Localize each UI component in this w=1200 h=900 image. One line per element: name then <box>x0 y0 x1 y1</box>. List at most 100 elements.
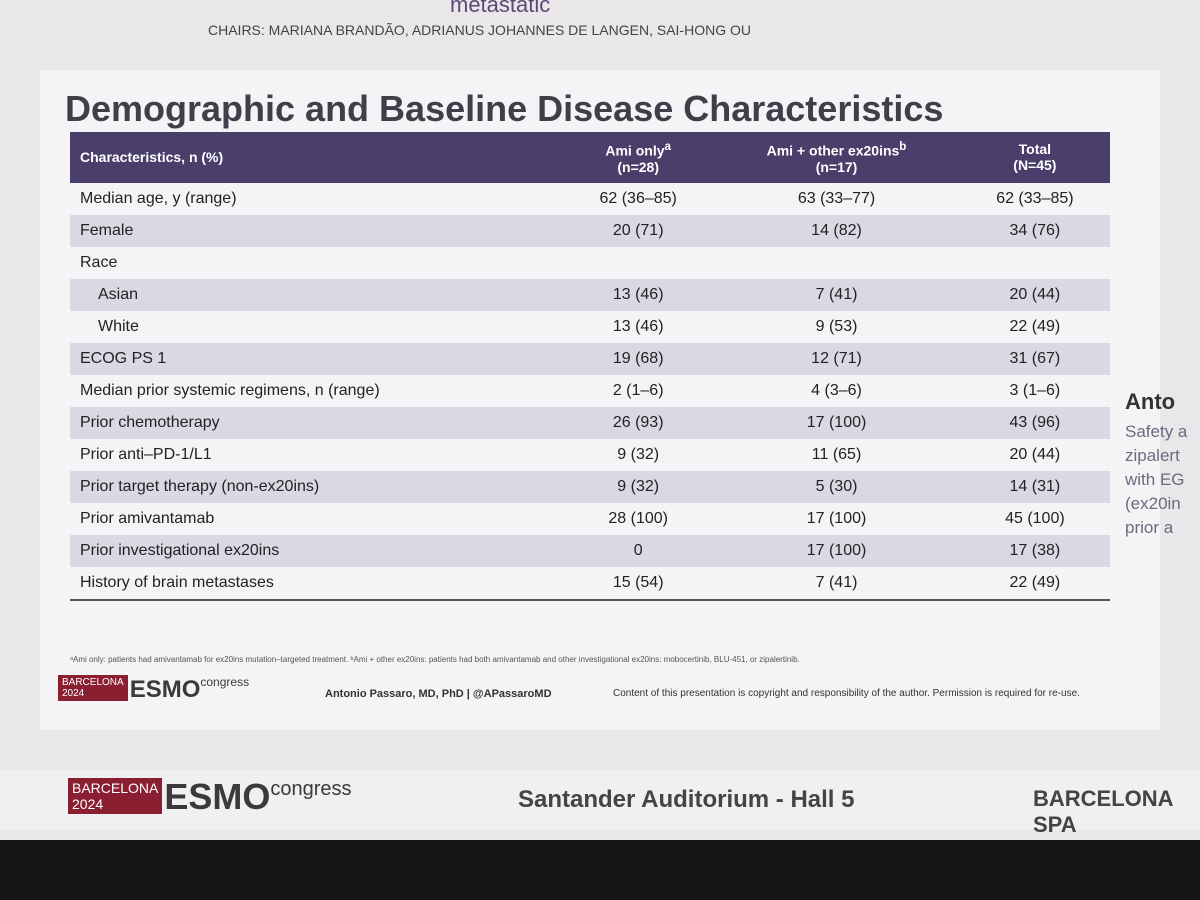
side-panel: Anto Safety a zipalert with EG (ex20in prior … <box>1125 390 1200 540</box>
logo-city: BARCELONA 2024 <box>68 778 163 814</box>
row-label: Prior target therapy (non-ex20ins) <box>70 470 564 503</box>
row-label: Female <box>70 214 564 247</box>
side-line: zipalert <box>1125 446 1180 465</box>
cell: 7 (41) <box>713 566 960 601</box>
row-label: Prior chemotherapy <box>70 406 564 439</box>
logo-brand: ESMO <box>129 676 201 703</box>
cell: 20 (71) <box>563 214 714 247</box>
table-row: Prior target therapy (non-ex20ins) 9 (32)… <box>70 470 1110 503</box>
cell: 17 (100) <box>713 534 960 567</box>
table: Characteristics, n (%) Ami onlya (n=28) Ami… <box>70 132 1110 601</box>
year: 2024 <box>62 688 85 699</box>
row-label: Prior investigational ex20ins <box>70 534 564 567</box>
screen: metastatic CHAIRS: MARIANA BRANDÃO, ADRI… <box>0 0 1200 840</box>
column-header: Ami + other ex20insb (n=17) <box>713 132 960 183</box>
row-label: Median prior systemic regimens, n (range… <box>80 381 380 399</box>
cell: 26 (93) <box>563 406 714 439</box>
cell: 15 (54) <box>563 566 714 601</box>
table-row: Median age, y (range) 62 (36–85) 63 (33–77… <box>70 183 1110 215</box>
header-n: (n=17) <box>815 158 858 175</box>
cell: 28 (100) <box>608 509 668 527</box>
cell <box>713 247 959 279</box>
cell: 5 (30) <box>713 470 960 503</box>
cell: 22 (49) <box>959 566 1110 601</box>
side-name: Anto <box>1125 389 1176 414</box>
author: Antonio Passaro, MD, PhD | @APassaroMD <box>325 688 552 700</box>
logo: BARCELONA 2024 ESMO congress <box>58 675 250 703</box>
table-row: White 13 (46) 9 (53) 22 (49) <box>70 311 1110 343</box>
cell: 34 (76) <box>959 214 1110 247</box>
slide-title: Demographic and Baseline Disease Charact… <box>65 88 944 129</box>
header-text: Ami + other ex20ins <box>766 142 900 159</box>
logo-word: congress <box>200 675 250 689</box>
logo-brand: ESMO <box>164 776 271 817</box>
cell: 9 (32) <box>617 445 660 463</box>
cell: 12 (71) <box>713 342 960 375</box>
year: 2024 <box>72 796 104 812</box>
header-text: Ami only <box>605 142 665 159</box>
cell: 2 (1–6) <box>612 381 664 399</box>
session-title: metastatic <box>450 0 551 17</box>
cell: 62 (33–85) <box>996 189 1074 207</box>
footer: BARCELONA 2024 ESMO congress Santander Au… <box>0 770 1200 837</box>
table-row: History of brain metastases 15 (54) 7 (41)… <box>70 566 1110 601</box>
cell <box>960 247 1110 279</box>
table-row: ECOG PS 1 19 (68) 12 (71) 31 (67) <box>70 342 1110 375</box>
logo-word: congress <box>270 778 352 800</box>
cell: 9 (53) <box>815 317 858 335</box>
footer-logo: BARCELONA 2024 ESMO congress <box>68 776 352 817</box>
column-header: Total (N=45) <box>959 132 1110 183</box>
header-text: Characteristics, n (%) <box>80 149 224 166</box>
row-label: Asian <box>70 278 564 311</box>
row-label: History of brain metastases <box>70 566 564 601</box>
chairs: CHAIRS: MARIANA BRANDÃO, ADRIANUS JOHANN… <box>208 22 751 38</box>
side-line: prior a <box>1125 518 1174 537</box>
slide: Demographic and Baseline Disease Charact… <box>40 70 1160 730</box>
cell: 20 (44) <box>959 278 1110 311</box>
side-line: with EG <box>1125 470 1185 489</box>
cell: 3 (1–6) <box>1009 381 1061 399</box>
header-sup: a <box>664 140 671 153</box>
table-row: Prior amivantamab 28 (100) 17 (100) 45 (100… <box>70 503 1110 535</box>
cell: 7 (41) <box>713 278 960 311</box>
table-row: Median prior systemic regimens, n (range… <box>70 375 1110 407</box>
city: BARCELONA <box>62 677 124 688</box>
cell: 13 (46) <box>563 278 714 311</box>
cell: 13 (46) <box>612 317 664 335</box>
city: BARCELONA <box>72 780 159 796</box>
table-row: Prior investigational ex20ins 0 17 (100) 17… <box>70 534 1110 567</box>
cell: 14 (31) <box>959 470 1110 503</box>
cell: 14 (82) <box>713 214 960 247</box>
table-row: Race <box>70 247 1110 279</box>
cell: 43 (96) <box>959 406 1110 439</box>
location: BARCELONA SPA <box>1033 786 1173 837</box>
column-header: Ami onlya (n=28) <box>563 132 714 183</box>
cell: 19 (68) <box>563 342 714 375</box>
copyright: Content of this presentation is copyrigh… <box>613 688 1080 699</box>
header-text: Total <box>1018 141 1052 158</box>
cell: 17 (38) <box>959 534 1110 567</box>
table-row: Prior chemotherapy 26 (93) 17 (100) 43 (96) <box>70 406 1110 439</box>
cell: 4 (3–6) <box>811 381 862 399</box>
header-n: (N=45) <box>1013 157 1057 174</box>
row-label: Prior anti–PD-1/L1 <box>80 445 212 463</box>
table-row: Female 20 (71) 14 (82) 34 (76) <box>70 214 1110 247</box>
cell: 22 (49) <box>1009 317 1061 335</box>
cell: 63 (33–77) <box>797 189 876 207</box>
cell <box>563 247 713 279</box>
cell: 17 (100) <box>806 509 867 527</box>
row-label: ECOG PS 1 <box>70 342 564 375</box>
row-label: White <box>98 317 139 335</box>
room: Santander Auditorium - Hall 5 <box>518 786 855 813</box>
footnote: ᵃAmi only: patients had amivantamab for … <box>70 655 800 664</box>
side-line: (ex20in <box>1125 494 1181 513</box>
logo-city: BARCELONA 2024 <box>58 675 128 701</box>
cell: 45 (100) <box>1005 509 1065 527</box>
header-n: (n=28) <box>617 158 659 175</box>
cell: 62 (36–85) <box>599 189 677 207</box>
cell: 0 <box>563 534 714 567</box>
row-label: Median age, y (range) <box>80 189 237 207</box>
row-label: Race <box>80 253 118 271</box>
cell: 31 (67) <box>959 342 1110 375</box>
